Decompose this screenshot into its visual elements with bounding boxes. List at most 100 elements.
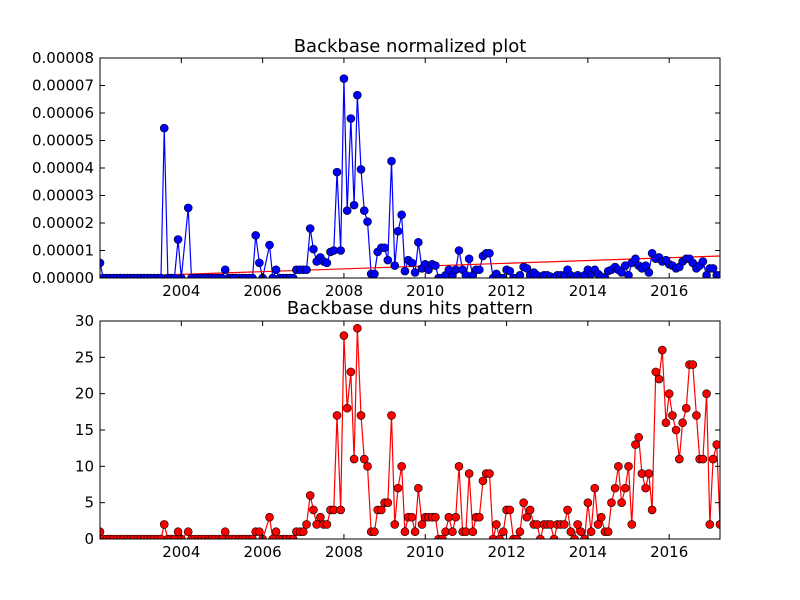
normalized-data-point [100,258,105,268]
duns-hits-data-point [522,512,532,522]
duns-hits-data-point [363,462,372,471]
normalized-data-point [183,203,193,213]
duns-hits-data-point [570,534,579,539]
normalized-x-tick-label: 2016 [650,282,688,300]
duns-hits-data-point [248,534,257,539]
normalized-data-point [359,206,369,215]
duns-hits-data-point [156,534,166,539]
duns-hits-data-point [492,520,501,529]
duns-hits-data-point [580,534,589,539]
duns-hits-data-point [610,483,620,493]
duns-hits-data-point [583,498,593,507]
normalized-data-point [522,264,532,273]
normalized-data-point [170,273,179,278]
duns-hits-data-point [298,527,308,537]
duns-hits-data-point [512,534,522,539]
duns-hits-data-point [620,483,630,493]
duns-hits-y-tick-label: 20 [75,385,94,403]
duns-hits-data-point [468,527,478,537]
duns-hits-data-point [668,411,677,420]
duns-hits-data-point [451,512,461,522]
duns-hits-y-tick-label: 25 [75,348,94,366]
duns-hits-data-point [607,498,616,507]
normalized-y-tick-label: 0.00000 [32,269,94,287]
duns-hits-data-point [265,512,274,522]
duns-hits-data-point [475,512,484,522]
duns-hits-data-point [631,440,640,449]
normalized-y-tick-label: 0.00006 [32,104,94,122]
normalized-data-point [431,261,440,270]
normalized-data-point [268,273,278,278]
normalized-plot-title: Backbase normalized plot [294,36,527,57]
duns-hits-y-tick-label: 5 [84,494,94,512]
duns-hits-data-point [664,389,674,398]
duns-hits-data-point [654,374,664,384]
duns-hits-data-point [678,418,687,428]
normalized-data-point [515,270,525,278]
normalized-data-point [505,266,515,276]
duns-hits-x-tick-label: 2006 [244,543,282,561]
normalized-data-point [265,240,274,250]
normalized-data-point [336,246,345,255]
normalized-data-point [356,165,366,174]
duns-hits-data-point [536,534,545,539]
normalized-data-point [220,265,230,275]
duns-hits-data-point [414,483,423,493]
duns-hits-data-point [332,411,342,420]
duns-hits-data-point [515,527,525,537]
duns-hits-data-point [647,505,657,515]
duns-hits-data-point [377,505,386,515]
duns-hits-data-point [488,534,498,539]
duns-hits-x-tick-label: 2008 [325,543,363,561]
duns-hits-data-point [586,527,596,537]
duns-hits-data-point [505,505,515,515]
duns-hits-data-point [271,527,281,537]
duns-hits-data-point [397,462,406,471]
duns-hits-data-point [681,403,691,413]
duns-hits-data-point [688,360,698,369]
duns-hits-data-point [498,527,508,537]
duns-hits-data-point [657,345,667,355]
duns-hits-data-point [566,527,576,537]
normalized-data-point [380,243,389,253]
duns-hits-data-point [671,425,681,435]
duns-hits-data-point [170,534,179,539]
normalized-data-point [410,268,420,277]
duns-hits-data-point [302,520,311,529]
normalized-data-point [302,265,311,275]
normalized-data-point [251,231,261,240]
duns-hits-data-point [702,389,711,398]
duns-hits-x-tick-label: 2012 [487,543,525,561]
duns-hits-data-point [305,491,315,500]
normalized-x-tick-label: 2006 [244,282,282,300]
normalized-data-point [397,210,406,220]
normalized-data-point [631,254,640,264]
duns-hits-data-point [393,483,403,493]
duns-hits-y-tick-label: 0 [84,530,94,548]
normalized-y-tick-label: 0.00005 [32,132,94,150]
normalized-data-point [255,258,264,268]
duns-hits-data-point [708,454,718,464]
normalized-data-point [400,266,410,276]
normalized-data-point [475,265,484,275]
duns-hits-ticks: 2004 2006 2008 2010 2012 2014 2016 0 5 10 15 20 25 30 [75,312,720,561]
duns-hits-data-point [641,483,650,493]
duns-hits-data-point [255,527,264,537]
duns-hits-data-point [370,527,379,537]
duns-hits-data-point [309,505,318,515]
normalized-data-point [349,200,359,210]
normalized-data-point [159,123,169,133]
duns-hits-data-point [322,520,332,529]
normalized-data-point [464,254,474,264]
normalized-x-tick-label: 2012 [487,282,525,300]
duns-hits-data-point [100,527,105,537]
duns-hits-y-tick-label: 30 [75,312,94,330]
normalized-data-point [271,265,281,275]
duns-hits-panel: Backbase duns hits pattern 2004 2006 2008 2… [75,298,721,561]
duns-hits-data-point [634,432,643,442]
duns-hits-data-point [339,331,349,340]
duns-hits-data-point [183,527,193,537]
duns-hits-data-point [349,454,359,464]
duns-hits-data-point [525,505,535,515]
